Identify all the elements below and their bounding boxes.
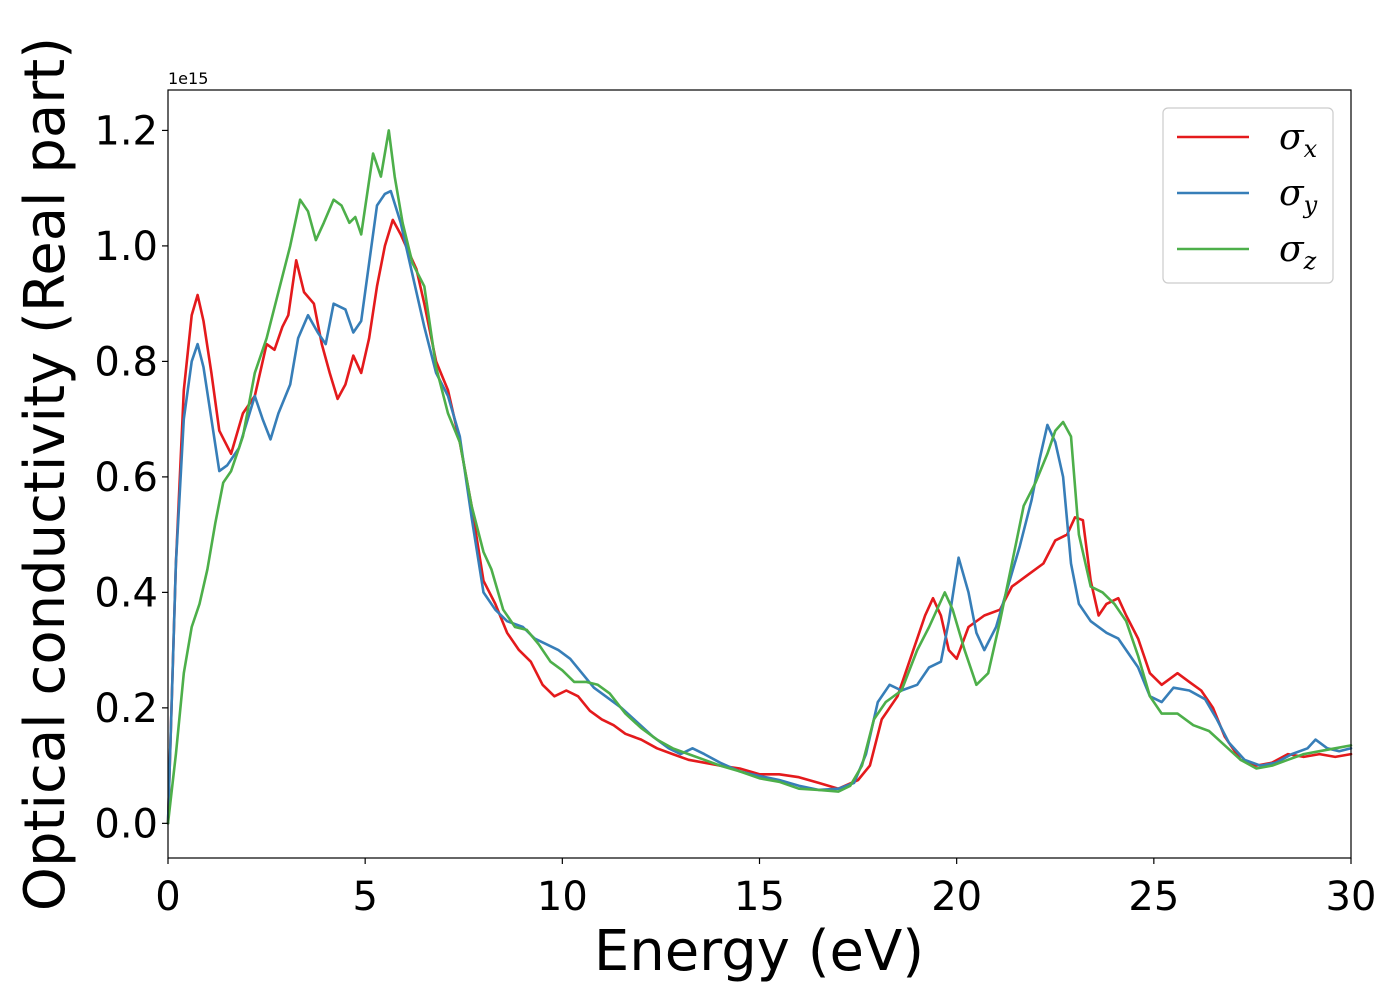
series-line-z (166, 129, 1353, 825)
x-tick-label: 0 (155, 874, 180, 920)
y-axis-ticks: 0.0 0.2 0.4 0.6 0.8 1.0 1.2 (94, 108, 168, 847)
x-tick-label: 15 (734, 874, 785, 920)
legend-frame (1162, 107, 1334, 284)
y-tick-label: 0.4 (94, 570, 158, 616)
y-tick-label: 0.6 (94, 455, 158, 501)
legend-label-x: σx (1279, 117, 1318, 163)
legend-label-z: σz (1279, 229, 1317, 275)
legend-label-y: σy (1279, 173, 1318, 219)
y-tick-label: 0.8 (94, 339, 158, 385)
legend-entries: σx σy σz (1177, 117, 1318, 275)
y-tick-label: 1.0 (94, 224, 158, 270)
y-tick-label: 0.2 (94, 686, 158, 732)
y-tick-label: 1.2 (94, 108, 158, 154)
x-tick-label: 20 (931, 874, 982, 920)
x-axis-title: Energy (eV) (594, 919, 924, 984)
series-line-x (166, 218, 1353, 825)
x-tick-label: 5 (352, 874, 377, 920)
legend: σx σy σz (1162, 107, 1334, 284)
y-axis-title: Optical conductivity (Real part) (13, 37, 78, 911)
plot-area (168, 90, 1351, 858)
series-line-y (166, 189, 1353, 825)
x-tick-label: 25 (1128, 874, 1179, 920)
x-tick-label: 30 (1326, 874, 1377, 920)
x-axis-ticks: 0 5 10 15 20 25 30 (155, 858, 1376, 920)
y-tick-label: 0.0 (94, 801, 158, 847)
series-layer (166, 129, 1353, 825)
y-offset-label: 1e15 (168, 69, 208, 88)
x-tick-label: 10 (537, 874, 588, 920)
